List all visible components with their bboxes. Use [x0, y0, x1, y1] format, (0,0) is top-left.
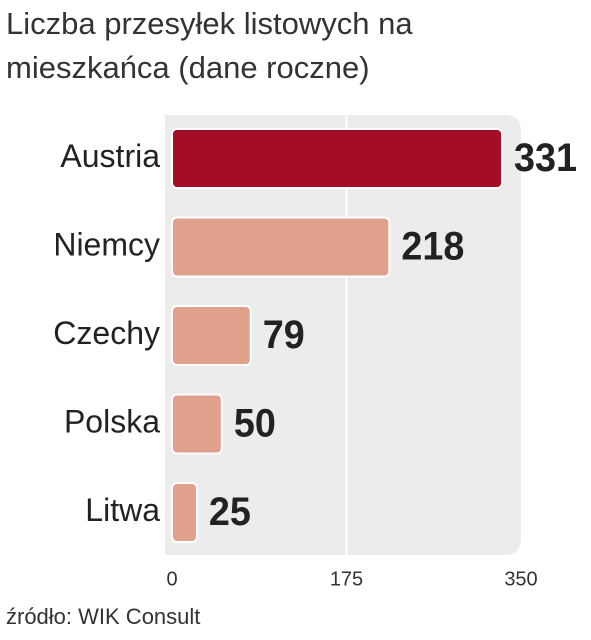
x-tick-label: 175: [330, 568, 363, 590]
category-label: Niemcy: [53, 226, 160, 262]
bar: [171, 305, 252, 366]
value-label: 79: [263, 313, 305, 357]
bar: [171, 393, 223, 455]
x-tick-label: 350: [504, 568, 537, 590]
value-label: 25: [209, 490, 251, 534]
value-label: 331: [514, 136, 577, 180]
bar: [171, 128, 504, 189]
bar: [171, 482, 198, 543]
chart-title: Liczba przesyłek listowych na mieszkańca…: [6, 6, 413, 85]
value-label: 50: [234, 402, 276, 446]
category-label: Litwa: [85, 492, 160, 528]
category-label: Czechy: [53, 315, 160, 351]
bar: [171, 216, 391, 278]
category-label: Polska: [64, 403, 160, 439]
value-label: 218: [401, 225, 464, 269]
category-label: Austria: [60, 138, 160, 174]
x-tick-label: 0: [166, 568, 177, 590]
source: źródło: WIK Consult: [6, 604, 200, 629]
